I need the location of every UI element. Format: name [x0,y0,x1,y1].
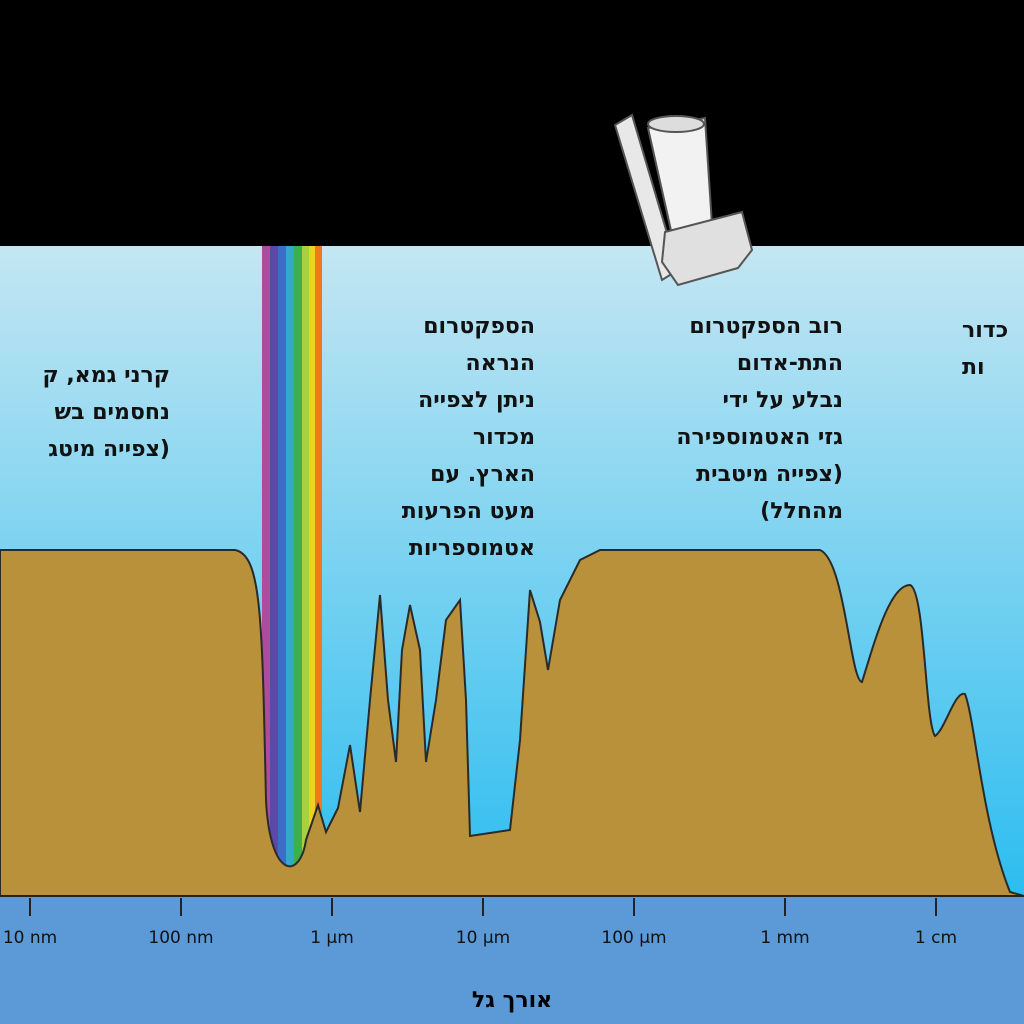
annotation-line: הספקטרום [423,314,535,339]
telescope-icon [613,113,754,287]
annotation-line: ניתן לצפייה [418,388,535,413]
annotation-line: רוב הספקטרום [689,314,843,339]
tick-label: 1 µm [310,928,354,948]
annotation-line: מהחלל) [760,499,843,524]
tick-label: 1 mm [760,928,810,948]
annotation-line: כדור [962,318,1009,343]
tick-label: 10 nm [2,928,58,948]
annotation-line: קרני גמא, ק [42,363,170,388]
annotation-line: נחסמים בש [54,400,170,425]
annotation-line: מכדור [472,425,535,450]
annotation-line: הארץ. עם [430,462,535,487]
tick-label: 100 nm [148,928,214,948]
annotation-right: כדור ות [962,312,1024,386]
tick-label: 100 µm [601,928,667,948]
axis-title: אורך גל [471,988,553,1013]
annotation-line: מעט הפרעות [401,499,535,524]
opacity-curve [0,549,1024,897]
annotation-line: גזי האטמוספירה [676,425,843,450]
annotation-line: התת-אדום [736,351,843,376]
visible-spectrum [262,246,322,876]
tick-label: 1 cm [914,928,958,948]
annotation-line: (צפייה מיטג [48,437,170,462]
annotation-infrared: רוב הספקטרום התת-אדום נבלע על ידי גזי האטמו… [560,308,843,530]
annotation-line: (צפייה מיטבית [696,462,843,487]
annotation-visible: הספקטרום הנראה ניתן לצפייה מכדור הארץ. עם מעט… [300,308,535,567]
annotation-line: ות [962,355,985,380]
annotation-line: אטמוספריות [408,536,535,561]
tick-label: 10 µm [455,928,511,948]
annotation-left: קרני גמא, ק נחסמים בש (צפייה מיטג [0,357,170,468]
space [0,0,1024,246]
annotation-line: נבלע על ידי [722,388,843,413]
annotation-line: הנראה [465,351,535,376]
axis-band [0,896,1024,1024]
